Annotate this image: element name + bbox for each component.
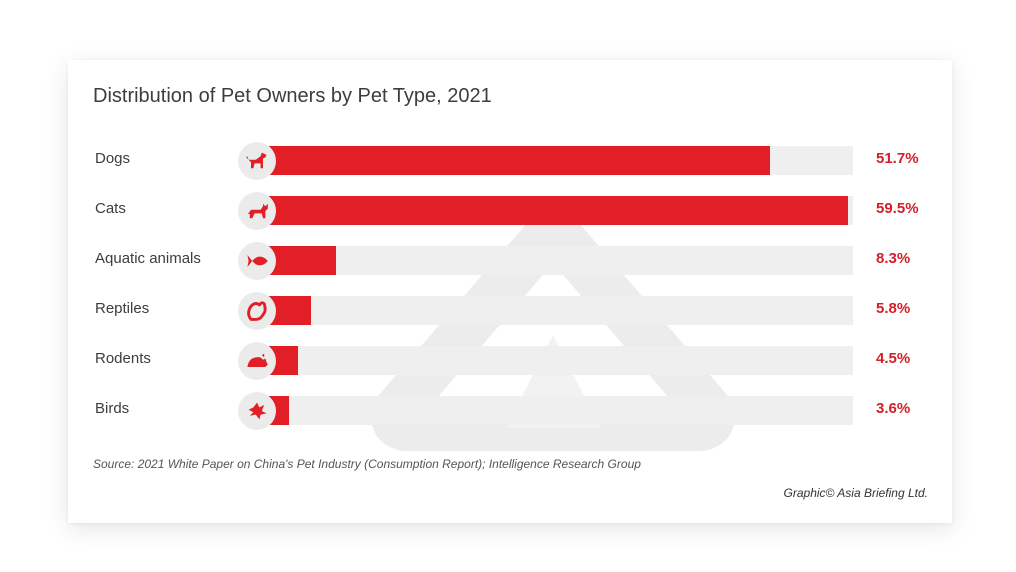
value-label: 8.3% — [876, 250, 911, 267]
value-label: 4.5% — [876, 350, 911, 367]
bar — [253, 196, 848, 225]
category-label: Aquatic animals — [95, 250, 201, 267]
bar-row: Cats 59.5% — [68, 192, 952, 230]
value-label: 5.8% — [876, 300, 911, 317]
bird-icon — [238, 392, 276, 430]
category-label: Reptiles — [95, 300, 150, 317]
bar-track — [253, 296, 853, 325]
category-label: Rodents — [95, 350, 151, 367]
dog-icon — [238, 142, 276, 180]
bar-row: Rodents 4.5% — [68, 342, 952, 380]
value-label: 3.6% — [876, 400, 911, 417]
chart-title: Distribution of Pet Owners by Pet Type, … — [93, 85, 492, 107]
value-label: 59.5% — [876, 200, 919, 217]
value-label: 51.7% — [876, 150, 919, 167]
bar-row: Reptiles 5.8% — [68, 292, 952, 330]
graphic-credit: Graphic© Asia Briefing Ltd. — [783, 486, 928, 500]
bar-track — [253, 146, 853, 175]
rodent-icon — [238, 342, 276, 380]
bar-track — [253, 396, 853, 425]
source-note: Source: 2021 White Paper on China's Pet … — [93, 457, 641, 471]
bar — [253, 146, 770, 175]
bar-track — [253, 346, 853, 375]
bar-row: Dogs 51.7% — [68, 142, 952, 180]
bar-row: Aquatic animals 8.3% — [68, 242, 952, 280]
category-label: Birds — [95, 400, 130, 417]
category-label: Dogs — [95, 150, 131, 167]
chart-card: Distribution of Pet Owners by Pet Type, … — [68, 60, 952, 523]
reptile-icon — [238, 292, 276, 330]
bar-row: Birds 3.6% — [68, 392, 952, 430]
category-label: Cats — [95, 200, 126, 217]
bar-track — [253, 246, 853, 275]
fish-icon — [238, 242, 276, 280]
bar-track — [253, 196, 853, 225]
cat-icon — [238, 192, 276, 230]
